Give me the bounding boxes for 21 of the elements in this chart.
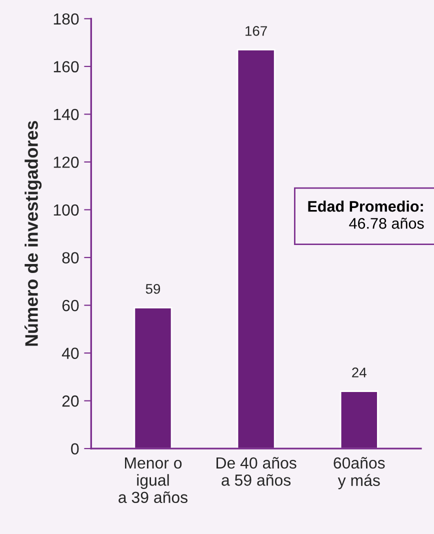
y-tick-label: 60: [62, 300, 79, 312]
bar: [340, 390, 378, 449]
y-tick-label: 120: [54, 156, 79, 168]
data-label: 24: [352, 368, 366, 378]
annotation: Edad Promedio: 46.78 años: [308, 200, 424, 229]
y-tick-label: 0: [71, 443, 79, 455]
x-tick-label: Menor o igual a 39 años: [118, 457, 188, 504]
y-tick-label: 100: [54, 204, 79, 216]
y-tick-label: 40: [62, 348, 79, 359]
bar: [236, 49, 276, 449]
bar: [134, 306, 172, 449]
y-tick-label: 180: [54, 13, 79, 25]
data-label: 167: [246, 26, 267, 36]
y-tick-label: 80: [62, 252, 79, 264]
y-tick-label: 160: [54, 61, 79, 72]
y-tick-label: 140: [54, 108, 79, 120]
y-tick-label: 20: [62, 395, 79, 407]
x-tick-label: De 40 años a 59 años: [216, 457, 296, 486]
x-tick-label: 60años y más: [334, 457, 385, 490]
data-label: 59: [146, 284, 160, 294]
y-axis-title: Número de investigadores: [24, 120, 42, 346]
